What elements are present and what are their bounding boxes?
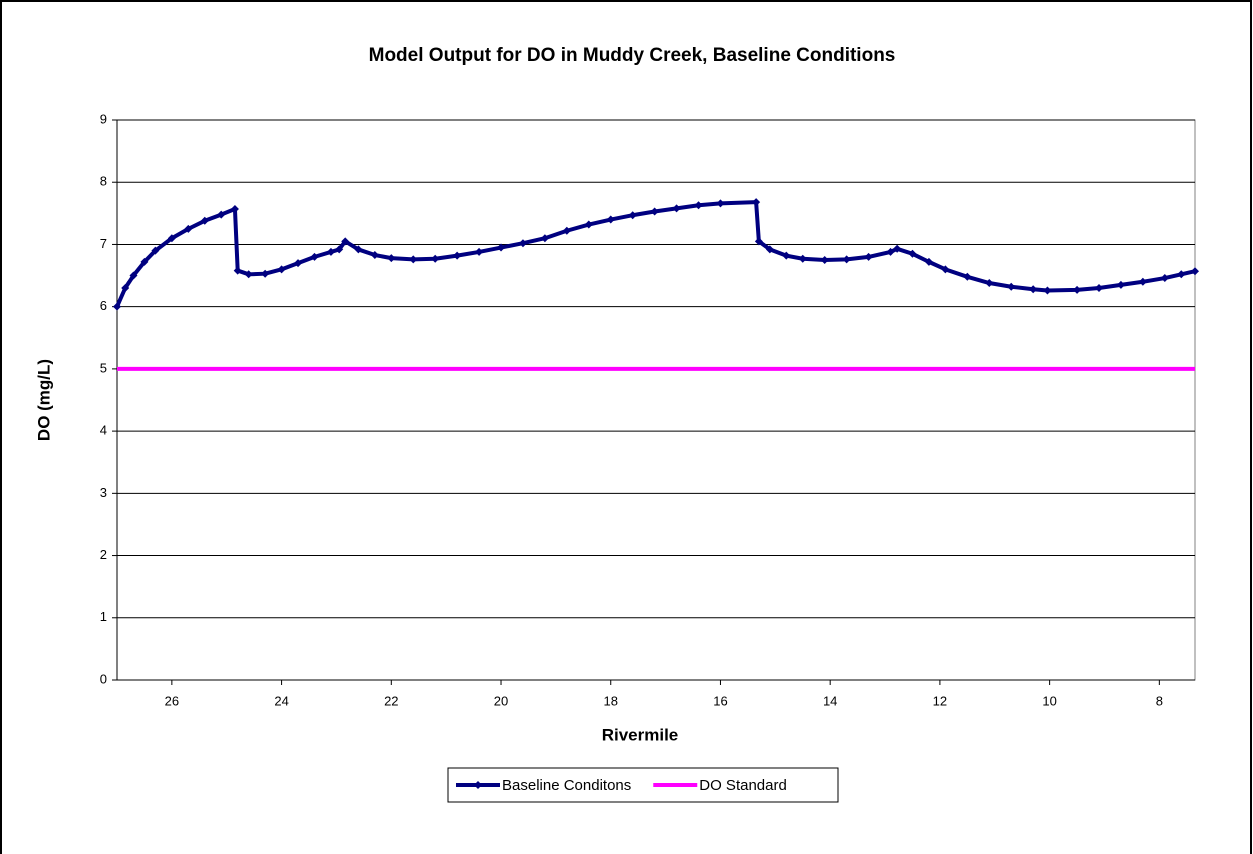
data-point [842,255,851,264]
data-point [985,279,994,288]
data-point [140,257,149,266]
y-tick-label: 8 [100,174,107,189]
data-point [230,204,239,213]
data-point [217,210,226,219]
data-point [277,265,286,274]
y-tick-label: 4 [100,423,107,438]
data-point [233,266,242,275]
data-point [326,247,335,256]
data-point [453,251,462,260]
data-point [650,207,659,216]
y-axis-title: DO (mg/L) [34,359,53,441]
data-point [754,237,763,246]
data-point [518,239,527,248]
y-tick-label: 7 [100,236,107,251]
y-tick-label: 5 [100,360,107,375]
data-point [354,245,363,254]
x-tick-label: 26 [165,693,179,708]
data-point [497,243,506,252]
legend-marker [474,781,482,789]
data-point [129,271,138,280]
data-point [864,252,873,261]
data-point [716,199,725,208]
x-tick-label: 14 [823,693,837,708]
data-point [893,244,902,253]
x-tick-label: 16 [713,693,727,708]
data-point [908,249,917,258]
y-tick-label: 2 [100,547,107,562]
data-point [1007,282,1016,291]
data-point [782,251,791,260]
data-point [167,234,176,243]
data-point [694,201,703,210]
data-point [963,272,972,281]
data-point [886,247,895,256]
data-point [941,265,950,274]
data-point [200,216,209,225]
data-point [151,246,160,255]
data-point [370,251,379,260]
data-point [1116,280,1125,289]
data-point [1160,274,1169,283]
data-point [606,215,615,224]
data-point [765,245,774,254]
data-point [335,245,344,254]
data-point [1043,286,1052,295]
data-point [294,259,303,268]
data-point [310,252,319,261]
x-tick-label: 24 [274,693,288,708]
y-tick-label: 3 [100,485,107,500]
data-point [475,247,484,256]
chart-title: Model Output for DO in Muddy Creek, Base… [369,45,896,66]
y-tick-label: 6 [100,298,107,313]
legend-box [447,767,839,803]
data-point [672,204,681,213]
data-point [820,256,829,264]
data-point [1094,284,1103,292]
data-point [409,255,418,264]
x-tick-label: 22 [384,693,398,708]
y-tick-label: 9 [100,111,107,126]
plot-area [116,119,1196,681]
x-tick-label: 10 [1042,693,1056,708]
data-point [184,224,193,233]
legend-label: DO Standard [699,777,787,794]
data-point [431,254,440,263]
x-axis-title: Rivermile [602,725,679,744]
data-point [1191,267,1199,276]
data-point [1073,285,1082,294]
data-point [628,211,637,220]
data-point [113,302,121,311]
x-tick-label: 8 [1156,693,1163,708]
data-point [1177,270,1186,279]
x-tick-label: 20 [494,693,508,708]
data-point [562,226,571,235]
data-point [121,284,130,292]
data-point [387,254,396,263]
data-point [341,237,350,246]
x-tick-label: 18 [604,693,618,708]
data-point [924,257,933,266]
data-point [752,198,761,207]
y-tick-label: 0 [100,671,107,686]
x-tick-label: 12 [933,693,947,708]
y-tick-label: 1 [100,609,107,624]
data-point [540,234,549,243]
data-point [584,220,593,229]
data-point [261,269,270,278]
data-point [1029,285,1038,294]
legend-label: Baseline Conditons [502,777,631,794]
data-point [244,270,253,279]
data-point [1138,277,1147,286]
data-point [798,254,807,263]
